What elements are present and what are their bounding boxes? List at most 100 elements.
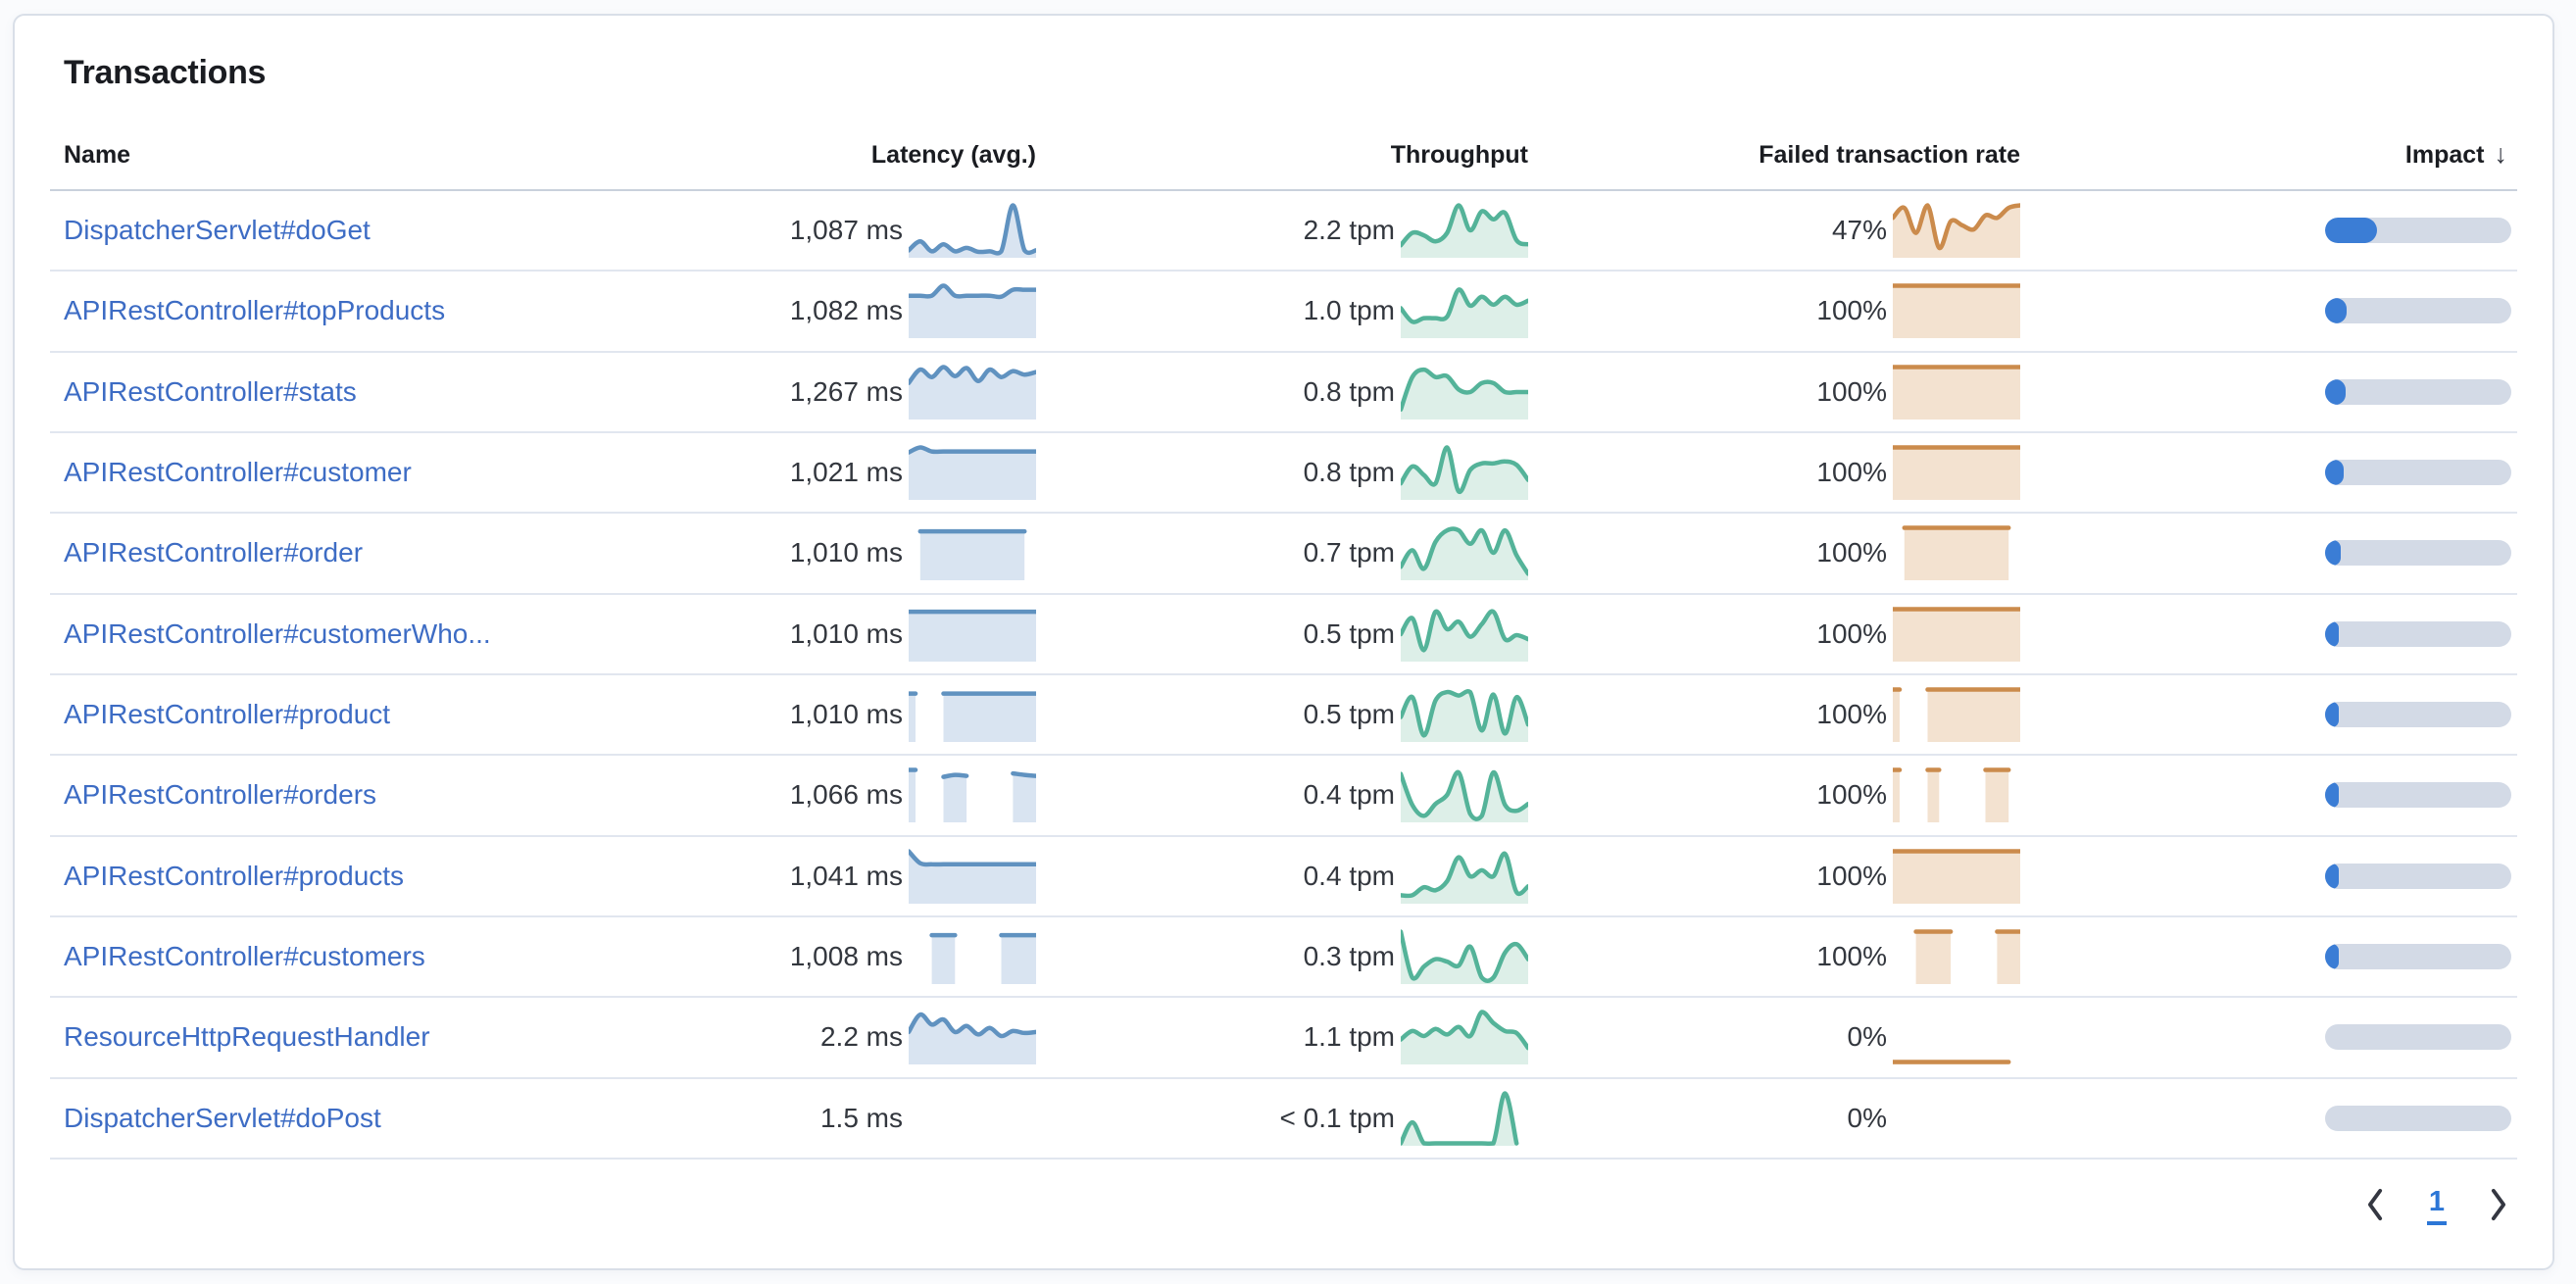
- impact-cell: [2020, 620, 2517, 647]
- impact-bar: [2325, 1024, 2511, 1051]
- throughput-value: 0.5 tpm: [1303, 617, 1395, 649]
- failed-rate-sparkline: [1893, 525, 2020, 581]
- transaction-link[interactable]: DispatcherServlet#doGet: [64, 215, 371, 246]
- failed-rate-sparkline: [1890, 365, 2023, 420]
- impact-bar: [2325, 1105, 2511, 1131]
- latency-sparkline: [909, 929, 1039, 985]
- impact-bar: [2325, 298, 2511, 324]
- throughput-value: 2.2 tpm: [1303, 215, 1395, 246]
- name-cell: APIRestController#orders: [50, 779, 736, 811]
- throughput-value: 0.7 tpm: [1303, 537, 1395, 568]
- latency-sparkline: [906, 767, 1039, 823]
- name-cell: APIRestController#topProducts: [50, 295, 736, 326]
- latency-value: 1,021 ms: [789, 457, 903, 488]
- impact-bar: [2325, 944, 2511, 970]
- transaction-link[interactable]: APIRestController#customer: [64, 457, 412, 488]
- throughput-value: 0.4 tpm: [1303, 779, 1395, 811]
- impact-bar: [2325, 863, 2511, 889]
- impact-cell: [2020, 460, 2517, 486]
- next-page-button[interactable]: [2482, 1183, 2515, 1229]
- transaction-link[interactable]: APIRestController#orders: [64, 779, 377, 811]
- throughput-value: < 0.1 tpm: [1279, 1102, 1395, 1133]
- transaction-link[interactable]: APIRestController#customerWho...: [64, 617, 491, 649]
- throughput-value: 1.1 tpm: [1303, 1021, 1395, 1053]
- latency-sparkline: [906, 365, 1039, 420]
- failed-rate-value: 100%: [1816, 941, 1887, 972]
- transactions-panel: Transactions Name Latency (avg.) Through…: [13, 14, 2554, 1270]
- latency-sparkline: [906, 283, 1039, 339]
- latency-sparkline: [906, 445, 1039, 501]
- impact-bar: [2325, 378, 2511, 405]
- name-cell: APIRestController#customer: [50, 457, 736, 488]
- throughput-sparkline: [1398, 445, 1531, 501]
- failed-rate-sparkline: [1890, 687, 2023, 743]
- table-row: APIRestController#topProducts 1,082 ms 1…: [50, 272, 2517, 353]
- name-cell: DispatcherServlet#doGet: [50, 215, 736, 246]
- table-row: DispatcherServlet#doPost 1.5 ms < 0.1 tp…: [50, 1079, 2517, 1160]
- failed-rate-sparkline: [1890, 607, 2023, 662]
- table-row: APIRestController#orders 1,066 ms 0.4 tp…: [50, 756, 2517, 837]
- failed-rate-value: 100%: [1816, 295, 1887, 326]
- impact-bar-fill: [2325, 620, 2339, 647]
- transaction-link[interactable]: APIRestController#products: [64, 860, 405, 891]
- panel-title: Transactions: [64, 54, 267, 91]
- failed-rate-value: 47%: [1831, 215, 1887, 246]
- transaction-link[interactable]: APIRestController#customers: [64, 941, 425, 972]
- name-cell: DispatcherServlet#doPost: [50, 1103, 736, 1134]
- transaction-link[interactable]: DispatcherServlet#doPost: [64, 1102, 381, 1133]
- latency-value: 1.5 ms: [819, 1102, 903, 1133]
- impact-bar-fill: [2325, 944, 2339, 970]
- transaction-link[interactable]: APIRestController#product: [64, 699, 391, 730]
- failed-rate-value: 100%: [1816, 779, 1887, 811]
- table-row: APIRestController#customers 1,008 ms 0.3…: [50, 917, 2517, 999]
- throughput-sparkline: [1398, 607, 1531, 662]
- table-row: APIRestController#product 1,010 ms 0.5 t…: [50, 675, 2517, 757]
- failed-rate-sparkline: [1890, 445, 2023, 501]
- table-row: APIRestController#products 1,041 ms 0.4 …: [50, 837, 2517, 917]
- table-row: APIRestController#customerWho... 1,010 m…: [50, 595, 2517, 675]
- transaction-link[interactable]: APIRestController#topProducts: [64, 295, 446, 326]
- table-row: APIRestController#order 1,010 ms 0.7 tpm…: [50, 514, 2517, 595]
- failed-rate-value: 100%: [1816, 537, 1887, 568]
- impact-bar-fill: [2325, 218, 2378, 244]
- latency-value: 1,008 ms: [789, 941, 903, 972]
- name-cell: ResourceHttpRequestHandler: [50, 1021, 736, 1053]
- failed-rate-sparkline: [1890, 203, 2023, 259]
- impact-cell: [2020, 782, 2517, 809]
- impact-cell: [2020, 298, 2517, 324]
- throughput-sparkline: [1398, 687, 1531, 743]
- table-header-row: Name Latency (avg.) Throughput Failed tr…: [50, 92, 2517, 191]
- impact-cell: [2020, 944, 2517, 970]
- impact-bar-fill: [2325, 782, 2339, 809]
- throughput-sparkline: [1398, 767, 1531, 823]
- impact-cell: [2020, 863, 2517, 889]
- impact-bar: [2325, 620, 2511, 647]
- failed-rate-value: 0%: [1847, 1021, 1887, 1053]
- latency-sparkline: [906, 607, 1039, 662]
- page-1-button[interactable]: 1: [2426, 1186, 2447, 1226]
- transaction-link[interactable]: ResourceHttpRequestHandler: [64, 1021, 430, 1053]
- table-body: DispatcherServlet#doGet 1,087 ms 2.2 tpm…: [50, 191, 2517, 1160]
- table-row: APIRestController#customer 1,021 ms 0.8 …: [50, 433, 2517, 515]
- name-cell: APIRestController#order: [50, 537, 736, 568]
- impact-cell: [2020, 540, 2517, 567]
- throughput-sparkline: [1398, 525, 1531, 581]
- failed-rate-value: 100%: [1816, 617, 1887, 649]
- throughput-sparkline: [1398, 283, 1531, 339]
- impact-bar-fill: [2325, 863, 2339, 889]
- name-cell: APIRestController#stats: [50, 376, 736, 408]
- throughput-sparkline: [1398, 1010, 1531, 1065]
- throughput-value: 0.8 tpm: [1303, 457, 1395, 488]
- transaction-link[interactable]: APIRestController#order: [64, 537, 364, 568]
- transaction-link[interactable]: APIRestController#stats: [64, 375, 357, 407]
- latency-value: 1,010 ms: [789, 699, 903, 730]
- latency-sparkline: [909, 1091, 1036, 1146]
- latency-sparkline: [906, 203, 1039, 259]
- previous-page-button[interactable]: [2358, 1183, 2392, 1229]
- column-header-impact[interactable]: Impact ↓: [2020, 139, 2517, 170]
- throughput-value: 0.8 tpm: [1303, 375, 1395, 407]
- failed-rate-value: 100%: [1816, 457, 1887, 488]
- failed-rate-value: 0%: [1847, 1102, 1887, 1133]
- name-cell: APIRestController#customerWho...: [50, 618, 736, 650]
- failed-rate-sparkline: [1893, 929, 2023, 985]
